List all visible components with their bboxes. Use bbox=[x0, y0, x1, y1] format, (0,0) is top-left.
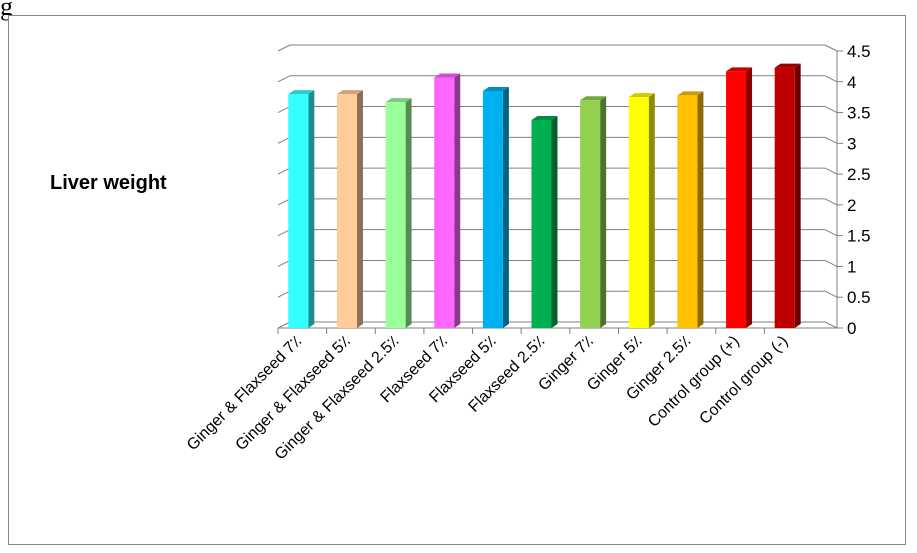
bar-top bbox=[677, 91, 704, 96]
bar bbox=[628, 97, 649, 329]
y-tick-label: 2 bbox=[847, 196, 856, 215]
y-tick-label: 1.5 bbox=[847, 227, 871, 246]
bar-side bbox=[454, 73, 461, 328]
bar-side bbox=[308, 90, 315, 328]
y-tick-label: 3 bbox=[847, 134, 856, 153]
y-tick-label: 4.5 bbox=[847, 42, 871, 61]
bars-layer bbox=[288, 63, 801, 329]
gridline-depth bbox=[277, 75, 291, 83]
y-tick-label: 0 bbox=[847, 319, 856, 338]
x-category-label: Control group (-) bbox=[696, 333, 791, 428]
gridline-depth bbox=[277, 321, 291, 329]
y-tick-label: 2.5 bbox=[847, 165, 871, 184]
gridline-wall bbox=[824, 136, 838, 144]
gridline-wall bbox=[824, 290, 838, 298]
bar bbox=[726, 71, 747, 329]
y-tick-label: 3.5 bbox=[847, 104, 871, 123]
bar-top bbox=[336, 90, 363, 95]
chart-title: Liver weight bbox=[50, 172, 167, 194]
y-tick-label: 1 bbox=[847, 257, 856, 276]
gridline-depth bbox=[277, 229, 291, 237]
gridline-wall bbox=[824, 229, 838, 237]
bar-top bbox=[726, 67, 753, 72]
bar-side bbox=[746, 67, 753, 329]
bar bbox=[288, 94, 309, 328]
gridline-depth bbox=[277, 44, 291, 52]
gridline-wall bbox=[824, 321, 838, 329]
bar bbox=[385, 102, 406, 328]
bar bbox=[336, 94, 357, 328]
gridline-wall bbox=[824, 44, 838, 52]
bar bbox=[774, 67, 795, 329]
bar bbox=[677, 95, 698, 328]
bar-side bbox=[551, 115, 558, 328]
y-tick-label: 0.5 bbox=[847, 288, 871, 307]
bar-top bbox=[774, 63, 801, 68]
bar-side bbox=[697, 91, 704, 328]
bar-top bbox=[628, 93, 655, 98]
gridline-depth bbox=[277, 106, 291, 114]
bar bbox=[580, 100, 601, 328]
gridline-wall bbox=[824, 198, 838, 206]
bar-side bbox=[600, 96, 607, 328]
x-category-label: Control group (+) bbox=[645, 333, 743, 431]
bar bbox=[482, 91, 503, 328]
gridline-depth bbox=[277, 136, 291, 144]
bar-top bbox=[434, 73, 461, 78]
x-axis-labels: Ginger & Flaxseed 7٪Ginger & Flaxseed 5٪… bbox=[184, 333, 792, 464]
gridline-wall bbox=[824, 75, 838, 83]
bar-side bbox=[356, 90, 363, 328]
bar-top bbox=[580, 96, 607, 101]
bar-top bbox=[288, 90, 315, 95]
gridline-depth bbox=[277, 198, 291, 206]
bar-top bbox=[531, 115, 558, 120]
y-axis-ticks: 0 0.5 1 1.5 2 2.5 3 3.5 4 4.5 bbox=[847, 42, 871, 338]
gridline-wall bbox=[824, 106, 838, 114]
bar-top bbox=[385, 98, 412, 103]
y-tick-label: 4 bbox=[847, 73, 856, 92]
gridline-wall bbox=[824, 167, 838, 175]
gridline-depth bbox=[277, 259, 291, 267]
gridline-wall bbox=[824, 259, 838, 267]
gridline-depth bbox=[277, 167, 291, 175]
bar-side bbox=[502, 87, 509, 328]
bar bbox=[531, 119, 552, 328]
bar bbox=[434, 77, 455, 328]
bar-side bbox=[648, 93, 655, 329]
bar-top bbox=[482, 87, 509, 92]
gridline-depth bbox=[277, 290, 291, 298]
bar-side bbox=[794, 63, 801, 329]
bar-side bbox=[405, 98, 412, 328]
